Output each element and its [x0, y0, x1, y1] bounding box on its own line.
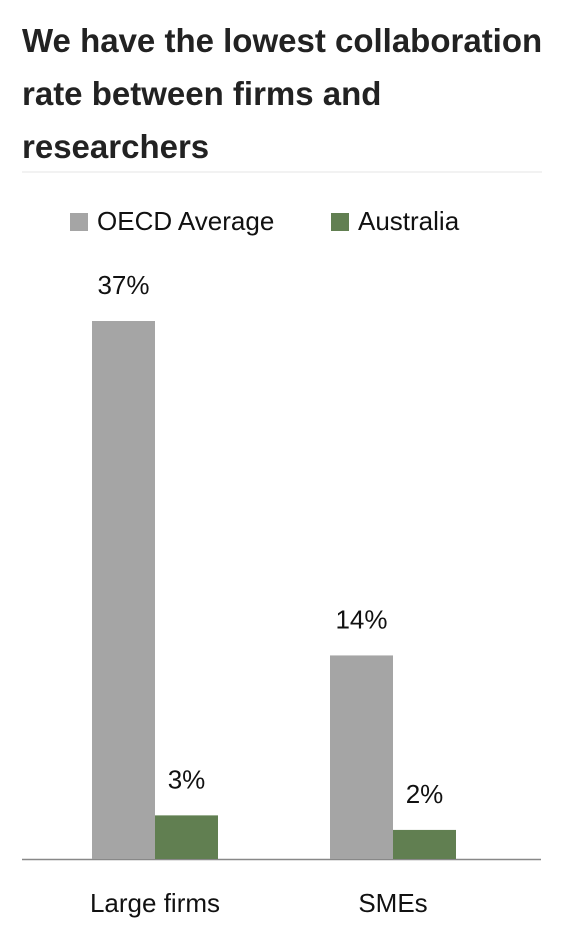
x-tick-label: Large firms — [90, 888, 220, 918]
bar — [393, 829, 456, 859]
chart-title: We have the lowest collaboration rate be… — [22, 22, 543, 165]
x-tick-label: SMEs — [358, 888, 427, 918]
data-label: 37% — [97, 270, 149, 300]
bar — [330, 655, 393, 859]
legend-label: OECD Average — [97, 206, 274, 236]
data-label: 3% — [168, 764, 206, 794]
data-label: 14% — [335, 604, 387, 634]
legend-swatch — [331, 213, 349, 231]
data-label: 2% — [406, 779, 444, 809]
bar — [92, 321, 155, 859]
legend-label: Australia — [358, 206, 460, 236]
legend-swatch — [70, 213, 88, 231]
bar — [155, 815, 218, 859]
